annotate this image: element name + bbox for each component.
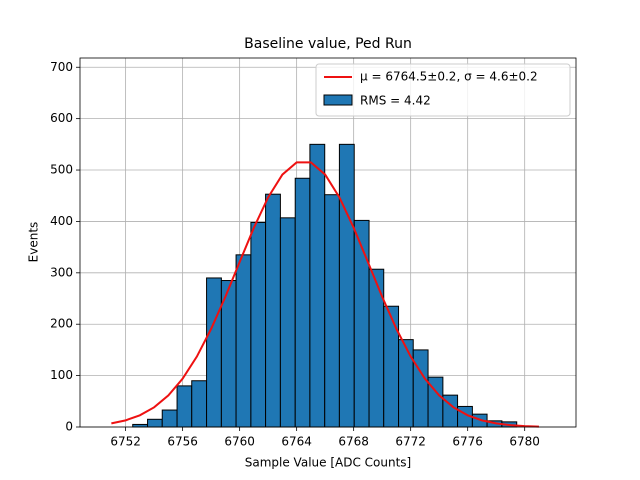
y-tick-label: 300 xyxy=(50,265,73,279)
x-axis-label: Sample Value [ADC Counts] xyxy=(245,456,411,470)
x-tick-label: 6776 xyxy=(452,435,483,449)
legend-box xyxy=(315,63,571,117)
x-tick-label: 6764 xyxy=(281,435,312,449)
y-tick-label: 400 xyxy=(50,214,73,228)
x-tick-label: 6760 xyxy=(224,435,255,449)
histogram-bar xyxy=(176,385,193,428)
x-tick-label: 6768 xyxy=(338,435,369,449)
histogram-bar xyxy=(353,219,370,428)
legend-label: μ = 6764.5±0.2, σ = 4.6±0.2 xyxy=(360,70,538,84)
histogram-bar xyxy=(294,177,311,428)
histogram-bar xyxy=(383,305,400,428)
fit-curve xyxy=(111,161,539,428)
y-tick-label: 100 xyxy=(50,368,73,382)
histogram-bar xyxy=(161,409,178,428)
x-tick-label: 6752 xyxy=(110,435,141,449)
histogram-bar xyxy=(338,143,355,428)
axes-frame xyxy=(79,57,577,428)
y-axis-label: Events xyxy=(27,222,41,263)
histogram-bar xyxy=(235,254,252,428)
histogram-bar xyxy=(279,217,296,428)
chart-title: Baseline value, Ped Run xyxy=(244,36,412,52)
y-tick-label: 200 xyxy=(50,317,73,331)
legend-patch xyxy=(323,94,353,106)
histogram-bar xyxy=(398,339,414,428)
histogram-bar xyxy=(324,194,340,428)
x-tick-label: 6772 xyxy=(395,435,426,449)
y-tick-label: 0 xyxy=(65,420,73,434)
y-tick-label: 700 xyxy=(50,60,73,74)
legend-label: RMS = 4.42 xyxy=(360,94,431,108)
x-tick-label: 6756 xyxy=(167,435,198,449)
histogram-bar xyxy=(206,277,222,428)
x-tick-label: 6780 xyxy=(509,435,540,449)
y-tick-label: 600 xyxy=(50,111,73,125)
histogram-bar xyxy=(412,349,429,428)
histogram-bar xyxy=(147,418,163,428)
histogram-bar xyxy=(309,143,326,428)
histogram-bar xyxy=(250,221,267,428)
histogram-bar xyxy=(265,193,281,428)
histogram-bar xyxy=(191,380,208,428)
y-tick-label: 500 xyxy=(50,163,73,177)
